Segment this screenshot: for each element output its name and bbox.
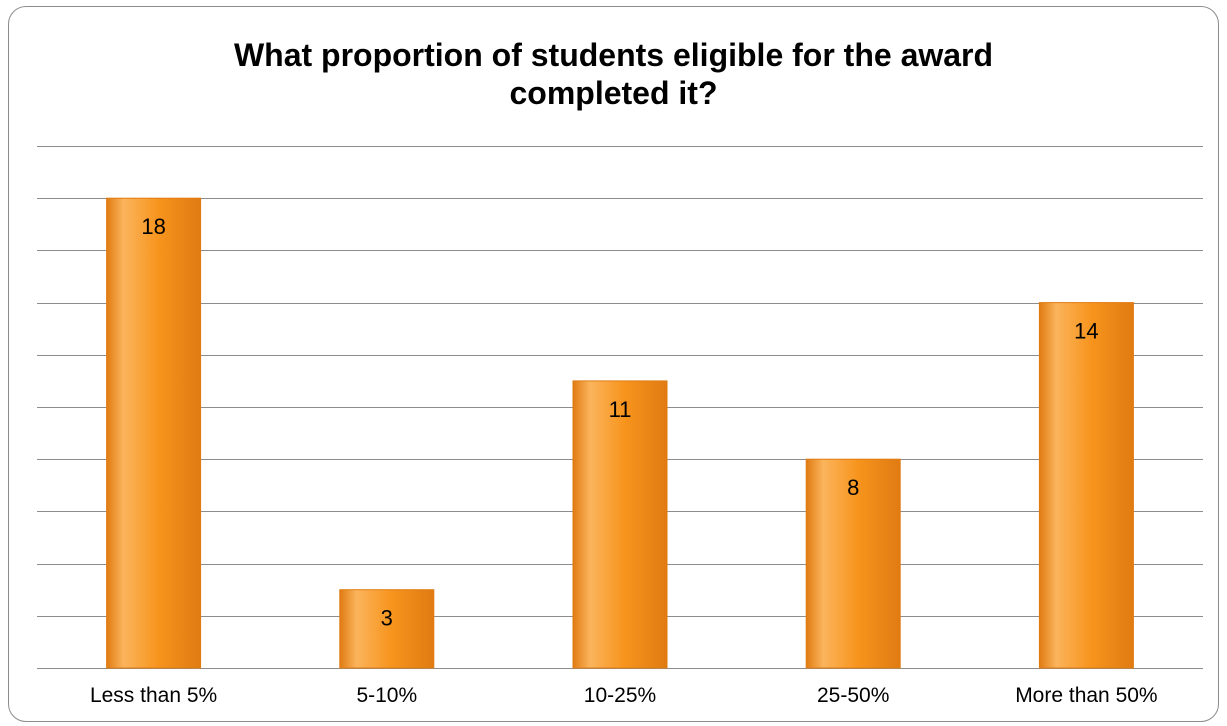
category-label-1: 5-10%: [356, 684, 417, 707]
category-label-4: More than 50%: [1015, 684, 1157, 707]
data-label-1: 3: [381, 606, 393, 631]
data-label-2: 11: [609, 397, 632, 422]
category-label-0: Less than 5%: [90, 684, 217, 707]
bars: [106, 197, 1134, 669]
bar-1: [339, 589, 435, 669]
category-label-2: 10-25%: [584, 684, 656, 707]
data-label-0: 18: [141, 214, 165, 239]
bar-4: [1038, 302, 1134, 669]
chart-title: What proportion of students eligible for…: [0, 36, 1227, 112]
bar-2: [572, 380, 668, 669]
category-label-3: 25-50%: [817, 684, 889, 707]
bar-3: [805, 458, 901, 669]
category-labels: Less than 5% 5-10% 10-25% 25-50% More than 5…: [90, 684, 1158, 707]
data-label-3: 8: [847, 475, 859, 500]
chart-title-line-2: completed it?: [509, 75, 718, 111]
bar-0: [106, 197, 202, 669]
data-labels: 18 3 11 8 14: [141, 214, 1098, 631]
data-label-4: 14: [1074, 319, 1098, 344]
chart-title-line-1: What proportion of students eligible for…: [233, 37, 994, 73]
